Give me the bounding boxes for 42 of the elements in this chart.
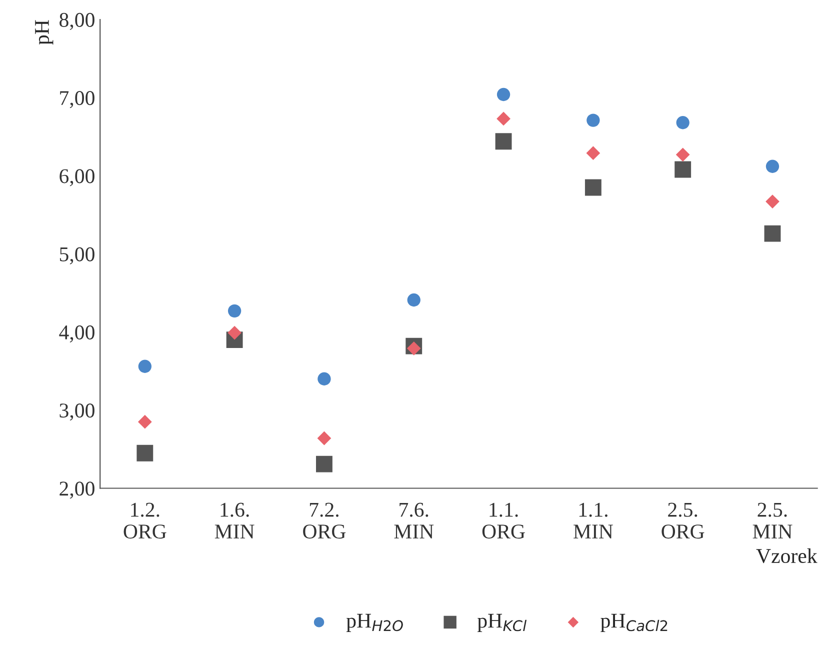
point [586, 114, 600, 127]
y-tick-label: 4,00 [59, 325, 94, 342]
x-axis-title: Vzorek [756, 548, 818, 564]
y-tick-label: 7,00 [60, 91, 94, 108]
point [316, 456, 332, 472]
point [674, 161, 692, 178]
point [136, 444, 154, 462]
point [676, 148, 690, 162]
point [766, 194, 780, 208]
point [676, 116, 690, 130]
point [228, 326, 242, 340]
y-tick-label: 2,00 [60, 482, 94, 499]
y-tick-label: 5,00 [60, 247, 94, 264]
y-tick-label: 8,00 [60, 12, 94, 30]
y-axis-title: pH [35, 20, 54, 45]
point [496, 112, 510, 126]
x-tick-label: 1.6. MIN [214, 502, 254, 538]
point [318, 372, 331, 386]
x-tick-label: 7.6. MIN [394, 502, 434, 538]
point [138, 414, 152, 429]
point [584, 179, 602, 196]
x-tick-label: 7.2. ORG [303, 502, 346, 539]
legend-label: pH$_{CaCl2}$ [600, 614, 668, 632]
point [407, 293, 420, 307]
y-tick-label: 6,00 [60, 169, 94, 186]
x-tick-label: 1.1. MIN [574, 502, 613, 538]
x-tick-label: 2.5. ORG [662, 502, 704, 539]
legend-label: pH$_{H2O}$ [346, 614, 403, 632]
point [138, 360, 152, 373]
point [496, 88, 510, 102]
point [495, 133, 512, 150]
x-tick-label: 2.5. MIN [752, 502, 792, 538]
x-tick-label: 1.1. ORG [482, 502, 525, 539]
y-tick-label: 3,00 [60, 404, 94, 421]
point [764, 225, 781, 242]
point [406, 341, 421, 356]
point [317, 431, 332, 446]
x-tick-label: 1.2. ORG [124, 502, 166, 539]
point [766, 160, 780, 173]
legend-label: pH$_{KCl}$ [477, 614, 527, 632]
point [586, 146, 600, 160]
point [228, 304, 242, 318]
